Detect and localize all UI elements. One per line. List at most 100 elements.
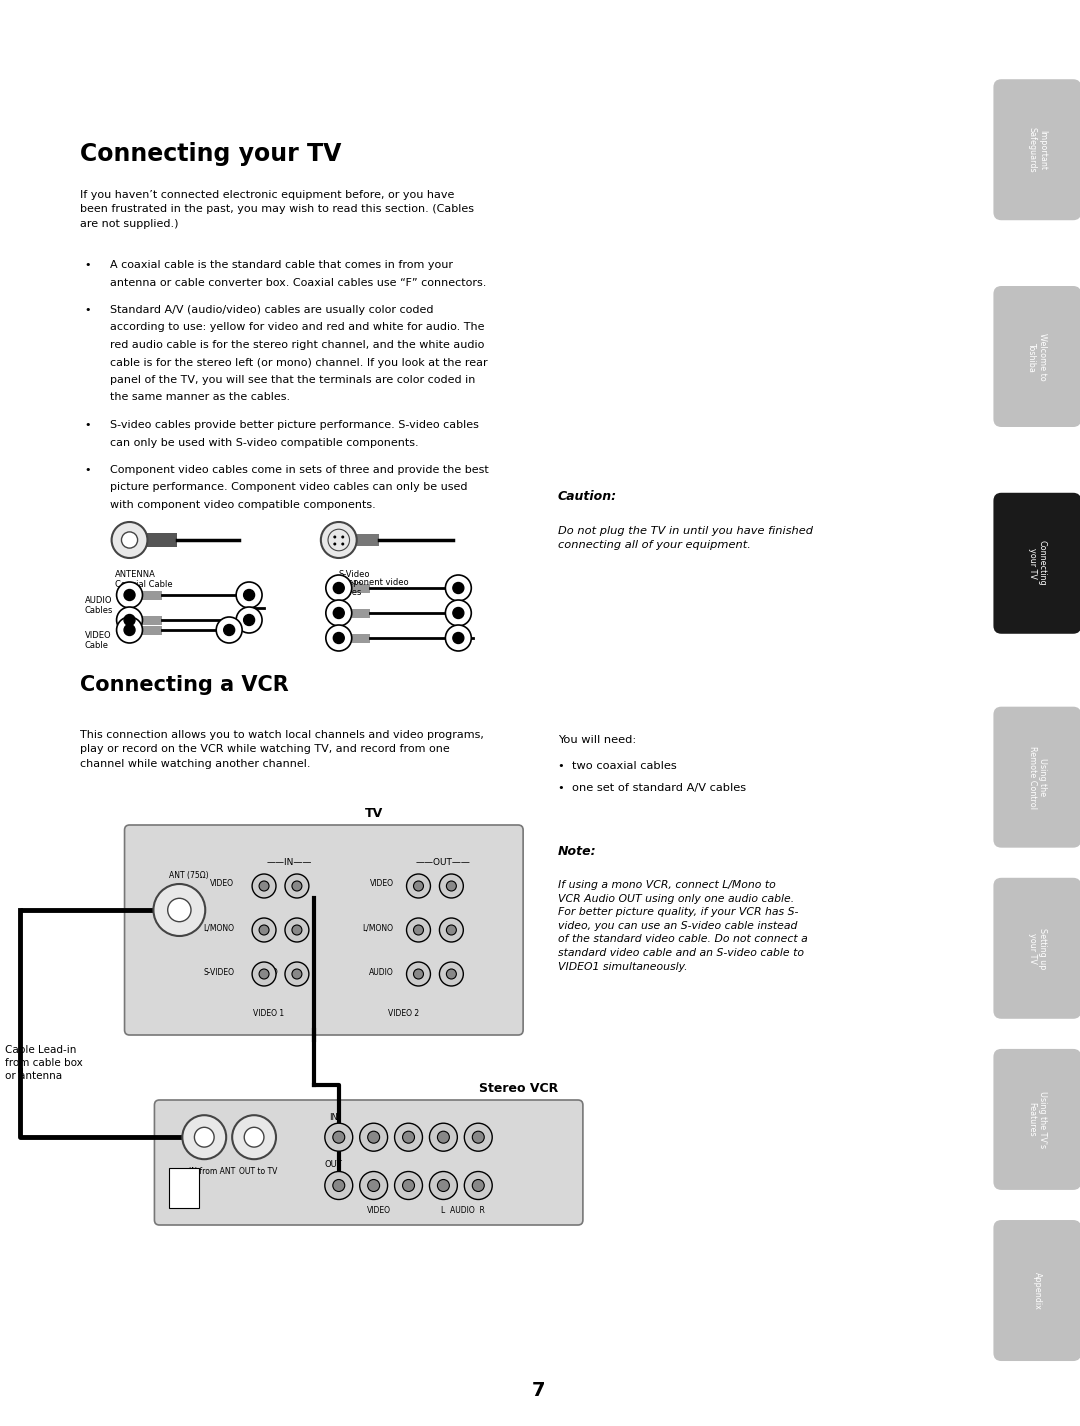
Circle shape xyxy=(326,600,352,626)
Text: This connection allows you to watch local channels and video programs,
play or r: This connection allows you to watch loca… xyxy=(80,730,484,769)
Circle shape xyxy=(325,1124,353,1151)
Circle shape xyxy=(121,532,137,548)
Circle shape xyxy=(453,607,463,619)
Circle shape xyxy=(430,1124,457,1151)
Text: Welcome to
Toshiba: Welcome to Toshiba xyxy=(1027,332,1047,381)
Circle shape xyxy=(124,589,135,600)
Text: Using the TV's
Features: Using the TV's Features xyxy=(1027,1091,1047,1148)
Circle shape xyxy=(124,625,135,636)
Bar xyxy=(148,533,177,548)
Circle shape xyxy=(367,1179,380,1192)
Text: •  one set of standard A/V cables: • one set of standard A/V cables xyxy=(558,783,746,793)
Circle shape xyxy=(285,918,309,943)
Circle shape xyxy=(328,529,350,550)
Circle shape xyxy=(406,874,431,898)
Circle shape xyxy=(224,625,234,636)
Text: AUDIO
Cables: AUDIO Cables xyxy=(84,596,113,616)
Text: IN from ANT: IN from ANT xyxy=(189,1168,235,1176)
Text: •: • xyxy=(84,421,91,431)
Circle shape xyxy=(285,963,309,985)
Text: Important
Safeguards: Important Safeguards xyxy=(1027,127,1047,173)
Circle shape xyxy=(167,898,191,921)
Text: according to use: yellow for video and red and white for audio. The: according to use: yellow for video and r… xyxy=(109,322,484,332)
Text: Cable Lead-in
from cable box
or antenna: Cable Lead-in from cable box or antenna xyxy=(5,1045,83,1081)
Circle shape xyxy=(259,925,269,935)
Text: with component video compatible components.: with component video compatible componen… xyxy=(109,501,376,511)
Text: panel of the TV, you will see that the terminals are color coded in: panel of the TV, you will see that the t… xyxy=(109,375,475,385)
FancyBboxPatch shape xyxy=(994,1221,1080,1360)
Text: OUT to TV: OUT to TV xyxy=(239,1168,278,1176)
Text: If using a mono VCR, connect L/Mono to
VCR Audio OUT using only one audio cable.: If using a mono VCR, connect L/Mono to V… xyxy=(558,880,808,971)
Circle shape xyxy=(237,607,262,633)
Circle shape xyxy=(453,582,463,593)
Circle shape xyxy=(445,575,471,600)
FancyBboxPatch shape xyxy=(124,826,523,1035)
Text: Using the
Remote Control: Using the Remote Control xyxy=(1027,746,1047,809)
Circle shape xyxy=(445,625,471,652)
Text: red audio cable is for the stereo right channel, and the white audio: red audio cable is for the stereo right … xyxy=(109,339,484,349)
Text: VIDEO 1: VIDEO 1 xyxy=(254,1010,285,1018)
FancyBboxPatch shape xyxy=(994,707,1080,847)
Circle shape xyxy=(403,1131,415,1144)
Text: Setting up
your TV: Setting up your TV xyxy=(1027,927,1047,970)
Text: Component video
Cables: Component video Cables xyxy=(334,578,408,597)
Circle shape xyxy=(111,522,148,558)
FancyBboxPatch shape xyxy=(994,287,1080,426)
Text: Stereo VCR: Stereo VCR xyxy=(478,1082,558,1095)
FancyBboxPatch shape xyxy=(994,1050,1080,1189)
Circle shape xyxy=(117,582,143,607)
Circle shape xyxy=(360,1124,388,1151)
Text: A coaxial cable is the standard cable that comes in from your: A coaxial cable is the standard cable th… xyxy=(109,260,453,270)
Circle shape xyxy=(394,1124,422,1151)
Circle shape xyxy=(153,884,205,935)
Bar xyxy=(170,1168,200,1208)
Text: If you haven’t connected electronic equipment before, or you have
been frustrate: If you haven’t connected electronic equi… xyxy=(80,190,474,228)
Text: VIDEO
Cable: VIDEO Cable xyxy=(84,630,111,650)
Bar xyxy=(356,533,379,546)
Circle shape xyxy=(341,542,345,546)
Text: S-video cables provide better picture performance. S-video cables: S-video cables provide better picture pe… xyxy=(109,421,478,431)
Text: Connecting your TV: Connecting your TV xyxy=(80,143,341,165)
FancyBboxPatch shape xyxy=(154,1099,583,1225)
Circle shape xyxy=(334,633,345,643)
FancyBboxPatch shape xyxy=(994,80,1080,220)
Text: Appendix: Appendix xyxy=(1032,1272,1042,1309)
Circle shape xyxy=(252,963,276,985)
Circle shape xyxy=(194,1128,214,1147)
FancyBboxPatch shape xyxy=(994,493,1080,633)
Circle shape xyxy=(414,970,423,980)
Circle shape xyxy=(430,1172,457,1199)
Circle shape xyxy=(292,881,302,891)
Circle shape xyxy=(445,600,471,626)
Circle shape xyxy=(216,617,242,643)
Circle shape xyxy=(414,925,423,935)
Bar xyxy=(143,616,162,625)
Text: can only be used with S-video compatible components.: can only be used with S-video compatible… xyxy=(109,438,418,448)
Circle shape xyxy=(244,589,255,600)
Bar xyxy=(143,590,162,599)
Text: Connecting a VCR: Connecting a VCR xyxy=(80,674,288,694)
Circle shape xyxy=(406,963,431,985)
Circle shape xyxy=(437,1179,449,1192)
Text: VIDEO: VIDEO xyxy=(369,880,393,888)
Text: S-VIDEO: S-VIDEO xyxy=(203,967,234,977)
Text: antenna or cable converter box. Coaxial cables use “F” connectors.: antenna or cable converter box. Coaxial … xyxy=(109,278,486,288)
Bar xyxy=(143,626,162,635)
Text: TV: TV xyxy=(365,807,382,820)
Text: VIDEO: VIDEO xyxy=(366,1206,391,1215)
Circle shape xyxy=(334,582,345,593)
Text: VIDEO 2: VIDEO 2 xyxy=(388,1010,419,1018)
Text: Standard A/V (audio/video) cables are usually color coded: Standard A/V (audio/video) cables are us… xyxy=(109,305,433,315)
Circle shape xyxy=(334,542,336,546)
Bar xyxy=(352,583,369,592)
Circle shape xyxy=(446,925,457,935)
Text: Component video cables come in sets of three and provide the best: Component video cables come in sets of t… xyxy=(109,465,488,475)
Circle shape xyxy=(259,970,269,980)
Text: picture performance. Component video cables can only be used: picture performance. Component video cab… xyxy=(109,482,468,492)
Circle shape xyxy=(367,1131,380,1144)
Text: L/MONO: L/MONO xyxy=(203,924,234,933)
Circle shape xyxy=(437,1131,449,1144)
Circle shape xyxy=(325,1172,353,1199)
Circle shape xyxy=(326,625,352,652)
Circle shape xyxy=(292,970,302,980)
